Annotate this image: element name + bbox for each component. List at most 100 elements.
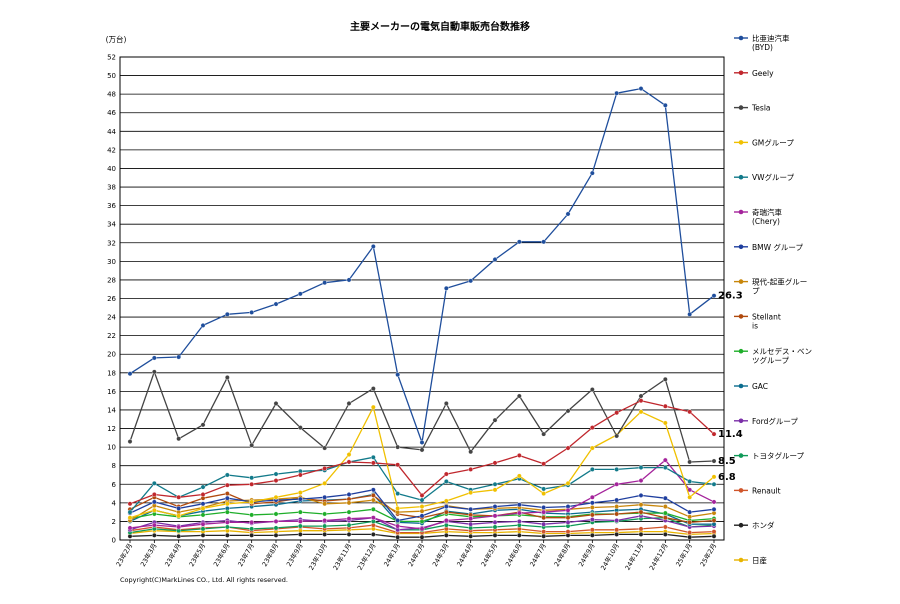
- data-point: [492, 519, 498, 525]
- x-tick-label: 24年11月: [623, 542, 646, 572]
- data-point: [273, 525, 279, 531]
- series-group: [127, 398, 717, 507]
- data-point: [468, 506, 474, 512]
- data-point: [516, 473, 522, 479]
- legend-swatch-marker: [738, 522, 744, 528]
- data-point: [151, 507, 157, 513]
- data-point: [711, 499, 717, 505]
- legend-label-line: メルセデス・ベン: [752, 346, 812, 356]
- data-point: [249, 499, 255, 505]
- x-tick-label: 24年12月: [647, 542, 670, 572]
- data-point: [468, 467, 474, 472]
- data-point: [687, 519, 693, 525]
- data-point: [516, 502, 522, 508]
- data-point: [273, 301, 279, 307]
- data-point: [638, 86, 644, 91]
- legend-label: メルセデス・ベンツグループ: [752, 346, 812, 365]
- x-tick-label: 23年9月: [284, 542, 305, 569]
- data-point: [492, 524, 498, 530]
- legend-entry: GMグループ: [734, 137, 794, 147]
- data-point: [127, 509, 133, 515]
- data-point: [273, 494, 279, 500]
- legend-swatch-marker: [738, 174, 744, 180]
- y-tick-label: 40: [107, 165, 116, 173]
- data-point: [589, 467, 595, 472]
- data-point: [687, 530, 693, 535]
- legend-label: 比亜迪汽車(BYD): [752, 33, 790, 52]
- data-point: [346, 277, 352, 283]
- data-point: [687, 459, 693, 465]
- legend-entry: ホンダ: [734, 520, 775, 530]
- data-point: [662, 504, 668, 509]
- data-point: [662, 495, 668, 501]
- data-point: [589, 527, 595, 533]
- data-point: [151, 492, 157, 497]
- legend-entry: Fordグループ: [734, 416, 798, 426]
- legend-swatch-marker: [738, 70, 744, 76]
- data-point: [443, 401, 449, 406]
- data-point: [541, 486, 547, 492]
- data-point: [322, 532, 328, 537]
- data-point: [370, 460, 376, 466]
- x-tick-label: 23年11月: [331, 542, 354, 572]
- data-point: [516, 532, 522, 538]
- data-point: [565, 480, 571, 486]
- series-group: [127, 457, 717, 532]
- data-point: [200, 506, 206, 511]
- data-point: [395, 491, 401, 496]
- legend-label-line: (BYD): [752, 43, 773, 52]
- legend-label-line: 比亜迪汽車: [752, 33, 790, 43]
- data-point: [249, 532, 255, 538]
- data-point: [638, 502, 644, 508]
- y-tick-label: 14: [107, 406, 116, 414]
- data-point: [151, 355, 157, 361]
- series-group: [127, 532, 717, 540]
- data-point: [200, 484, 206, 490]
- data-point: [249, 481, 255, 487]
- data-point: [322, 480, 328, 486]
- data-point: [395, 523, 401, 529]
- data-point: [565, 529, 571, 535]
- data-point: [370, 493, 376, 498]
- y-tick-label: 6: [112, 481, 117, 489]
- data-point: [541, 521, 547, 527]
- data-point: [638, 493, 644, 498]
- y-tick-label: 10: [107, 444, 116, 452]
- data-label: 6.8: [718, 472, 736, 483]
- data-point: [711, 506, 717, 512]
- data-point: [346, 492, 352, 497]
- legend-label-line: (Chery): [752, 217, 780, 226]
- data-point: [687, 494, 693, 500]
- data-point: [200, 526, 206, 532]
- data-point: [443, 518, 449, 523]
- data-label: 11.4: [718, 429, 743, 440]
- y-tick-label: 16: [107, 388, 116, 396]
- data-point: [249, 526, 255, 532]
- data-point: [565, 408, 571, 414]
- x-tick-label: 24年4月: [454, 542, 475, 569]
- x-tick-label: 24年8月: [552, 542, 573, 569]
- data-point: [468, 490, 474, 496]
- data-point: [176, 436, 182, 442]
- y-tick-label: 48: [107, 91, 116, 99]
- data-point: [516, 393, 522, 399]
- data-point: [687, 479, 693, 484]
- legend-entry: VWグループ: [734, 172, 795, 182]
- data-point: [541, 515, 547, 521]
- data-point: [541, 239, 547, 245]
- data-point: [492, 481, 498, 487]
- y-tick-label: 38: [107, 184, 116, 192]
- data-point: [614, 518, 620, 523]
- data-point: [322, 518, 328, 523]
- data-point: [589, 505, 595, 510]
- data-point: [224, 501, 230, 507]
- data-point: [589, 425, 595, 431]
- data-point: [127, 525, 133, 531]
- data-point: [662, 510, 668, 516]
- legend-swatch-marker: [738, 209, 744, 215]
- end-value-labels: 26.3 11.4 8.5 6.8: [718, 291, 743, 483]
- data-point: [443, 532, 449, 538]
- data-point: [370, 497, 376, 503]
- data-point: [176, 354, 182, 360]
